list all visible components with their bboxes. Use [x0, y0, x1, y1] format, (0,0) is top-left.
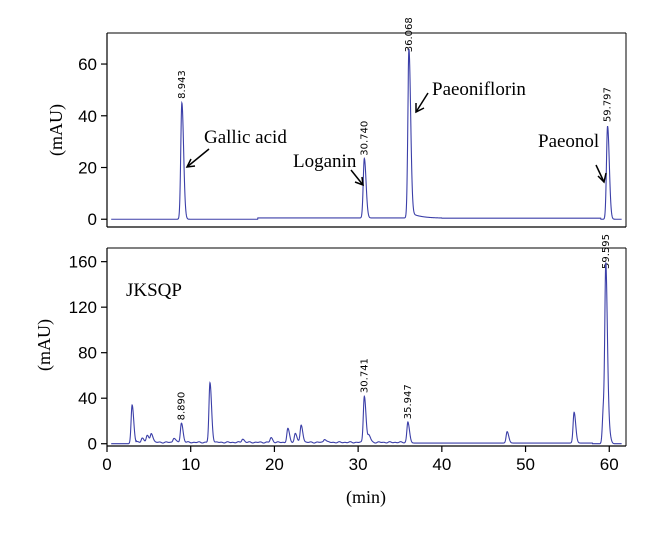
- top-peak-rt-label: 30.740: [359, 121, 370, 156]
- x-tick-label: 20: [265, 455, 284, 474]
- annotation-loganin: Loganin: [293, 151, 357, 172]
- arrow-paeoniflorin: [415, 92, 429, 113]
- arrowhead-loganin: [354, 176, 364, 187]
- x-tick-label: 60: [600, 455, 619, 474]
- top-y-tick-label: 60: [78, 55, 97, 74]
- bottom-y-tick-label: 40: [78, 389, 97, 408]
- x-tick-label: 0: [102, 455, 111, 474]
- annotation-paeoniflorin: Paeoniflorin: [432, 79, 526, 100]
- bottom-y-ticks: 0 40 80 120 160: [69, 253, 107, 454]
- x-axis-title: (min): [346, 487, 386, 508]
- top-peak-rt-label: 59.797: [603, 87, 614, 122]
- x-tick-label: 30: [349, 455, 368, 474]
- bottom-peak-rt-label: 59.595: [601, 234, 612, 269]
- x-tick-label: 50: [516, 455, 535, 474]
- bottom-x-ticks: 0 10 20 30 40 50 60: [102, 446, 619, 474]
- top-y-tick-label: 0: [88, 210, 97, 229]
- x-tick-label: 40: [432, 455, 451, 474]
- annotation-gallic-acid: Gallic acid: [204, 127, 287, 148]
- bottom-peak-labels: 8.890 30.741 35.947 59.595: [176, 234, 611, 420]
- bottom-chromatogram-trace: [111, 262, 622, 445]
- sample-label: JKSQP: [126, 280, 182, 301]
- top-peak-rt-label: 8.943: [177, 70, 188, 99]
- arrow-loganin: [350, 169, 364, 186]
- bottom-y-tick-label: 160: [69, 253, 97, 272]
- top-y-ticks: 0 20 40 60: [78, 55, 107, 229]
- bottom-peak-rt-label: 8.890: [176, 392, 187, 421]
- annotation-paeonol: Paeonol: [538, 131, 599, 152]
- top-peak-rt-label: 36.068: [404, 17, 415, 52]
- bottom-y-tick-label: 0: [88, 435, 97, 454]
- arrow-paeonol: [595, 164, 605, 183]
- bottom-peak-rt-label: 35.947: [403, 384, 414, 419]
- arrow-gallic-acid: [186, 148, 210, 168]
- x-tick-label: 10: [181, 455, 200, 474]
- top-y-tick-label: 40: [78, 107, 97, 126]
- bottom-y-tick-label: 80: [78, 344, 97, 363]
- top-peak-labels: 8.943 30.740 36.068 59.797: [177, 17, 614, 155]
- top-y-axis-title: (mAU): [46, 104, 67, 156]
- bottom-peak-rt-label: 30.741: [359, 358, 370, 393]
- bottom-y-tick-label: 120: [69, 298, 97, 317]
- arrowhead-paeoniflorin: [415, 103, 425, 114]
- top-y-tick-label: 20: [78, 159, 97, 178]
- arrowhead-paeonol: [597, 172, 607, 184]
- bottom-y-axis-title: (mAU): [34, 319, 55, 371]
- top-chromatogram-trace: [111, 48, 622, 220]
- arrowhead-gallic-acid: [185, 158, 196, 168]
